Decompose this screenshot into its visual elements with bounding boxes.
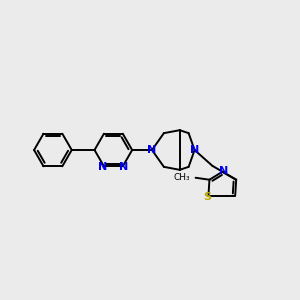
- Text: N: N: [219, 166, 228, 176]
- Text: CH₃: CH₃: [174, 173, 190, 182]
- Text: S: S: [203, 192, 211, 202]
- Text: N: N: [98, 162, 108, 172]
- Text: N: N: [190, 145, 199, 154]
- Text: N: N: [147, 145, 157, 154]
- Text: N: N: [119, 162, 128, 172]
